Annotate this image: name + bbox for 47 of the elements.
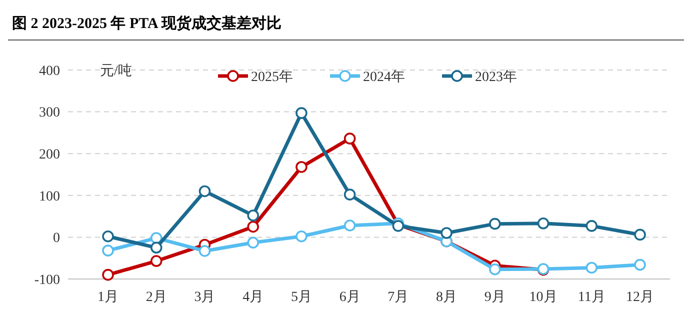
point: [296, 230, 308, 242]
point: [102, 244, 114, 256]
point: [344, 132, 356, 144]
x-tick-label: 3月: [194, 290, 216, 305]
point: [296, 107, 308, 119]
point: [198, 245, 211, 257]
x-tick-label: 6月: [339, 290, 360, 305]
legend-label: 2025年: [251, 68, 293, 85]
chart-title: 图 2 2023-2025 年 PTA 现货成交基差对比: [12, 14, 282, 32]
y-tick-label: 400: [39, 64, 60, 79]
x-tick-label: 8月: [436, 290, 458, 305]
x-tick-label: 5月: [290, 290, 312, 305]
point: [247, 210, 259, 222]
x-tick-label: 1月: [98, 290, 118, 305]
point: [634, 228, 646, 241]
point: [586, 220, 598, 232]
point: [150, 255, 162, 267]
x-tick-label: 12月: [626, 290, 654, 305]
y-tick-label: 0: [53, 231, 60, 246]
y-tick-label: 300: [39, 106, 60, 121]
point: [198, 185, 211, 198]
point: [344, 188, 356, 200]
point: [586, 262, 598, 274]
point: [489, 218, 501, 230]
point: [296, 161, 308, 173]
point: [440, 227, 452, 239]
x-tick-label: 4月: [242, 290, 264, 305]
x-tick-label: 9月: [484, 290, 506, 305]
point: [102, 230, 114, 242]
point: [247, 220, 259, 233]
point: [247, 236, 259, 249]
y-tick-label: 200: [39, 148, 60, 162]
x-tick-label: 10月: [529, 290, 558, 305]
legend-label: 2024年: [363, 68, 405, 85]
legend-label: 2023年: [475, 68, 517, 85]
point: [489, 263, 501, 276]
point: [150, 242, 162, 254]
point: [344, 220, 356, 232]
y-axis-title: 元/吨: [100, 62, 132, 79]
point: [537, 218, 550, 230]
x-tick-label: 2月: [146, 290, 167, 305]
point: [102, 268, 114, 281]
x-tick-label: 7月: [388, 290, 409, 305]
x-tick-label: 11月: [578, 290, 606, 305]
y-tick-label: -100: [34, 272, 60, 288]
point: [634, 258, 646, 271]
y-tick-label: 100: [39, 189, 60, 204]
